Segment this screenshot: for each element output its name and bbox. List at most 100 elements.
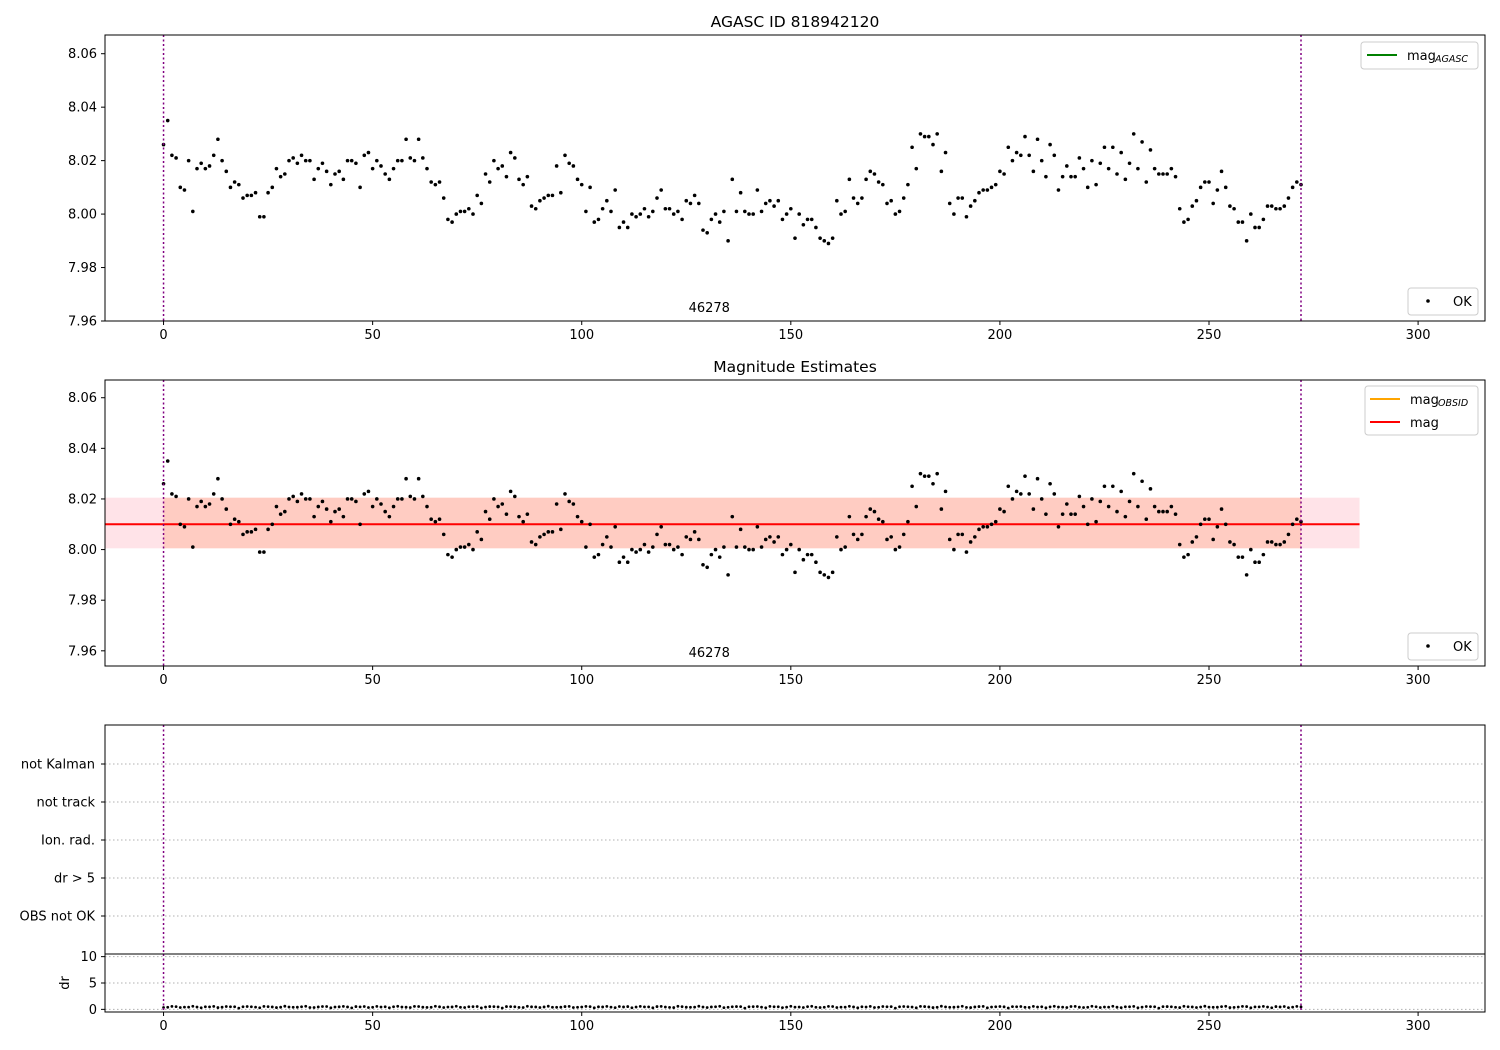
dr-point	[350, 1006, 354, 1010]
ok-point	[755, 524, 760, 529]
ok-point	[906, 519, 910, 524]
chart-title: AGASC ID 818942120	[711, 13, 880, 31]
ok-point	[224, 507, 229, 511]
ok-point	[362, 153, 367, 158]
ok-point	[232, 517, 237, 522]
dr-point	[697, 1004, 701, 1008]
ok-point	[1190, 204, 1195, 208]
ok-point	[931, 481, 935, 486]
dr-point	[852, 1005, 855, 1009]
dr-point	[789, 1004, 793, 1008]
dr-point	[421, 1005, 425, 1009]
ok-point	[717, 220, 722, 224]
ok-point	[1194, 198, 1199, 203]
dr-point	[1291, 1005, 1295, 1009]
ok-point	[563, 492, 567, 496]
dr-point	[1023, 1005, 1027, 1009]
ok-point	[337, 169, 341, 174]
ok-point	[165, 118, 170, 123]
x-tick-label: 150	[778, 328, 803, 343]
dr-point	[735, 1005, 738, 1008]
dr-point	[191, 1004, 195, 1008]
ok-point	[349, 158, 354, 163]
ok-point	[1165, 172, 1169, 176]
ok-point	[228, 522, 233, 527]
dr-point	[270, 1005, 274, 1009]
ok-point	[220, 497, 224, 501]
ok-point	[872, 172, 877, 176]
y-tick-label: 8.00	[68, 208, 97, 223]
ok-point	[341, 177, 346, 182]
dr-point	[1224, 1004, 1228, 1008]
dr-point	[718, 1004, 722, 1008]
ok-point	[642, 206, 647, 211]
ok-point	[1069, 512, 1073, 516]
dr-point	[730, 1005, 734, 1009]
ok-point	[253, 190, 258, 195]
dr-point	[442, 1006, 446, 1009]
ok-point	[747, 212, 751, 216]
dr-point	[1190, 1005, 1194, 1009]
ok-point	[370, 166, 375, 171]
dr-point	[1161, 1005, 1165, 1009]
ok-point	[207, 502, 212, 506]
ok-point	[1228, 540, 1232, 544]
ok-point	[358, 522, 362, 527]
y-tick-label: 0	[89, 1003, 97, 1018]
ok-point	[554, 164, 559, 168]
ok-point	[1073, 512, 1077, 516]
ok-point	[1127, 499, 1132, 504]
ok-point	[379, 164, 383, 168]
ok-point	[1157, 509, 1161, 514]
ok-point	[1044, 512, 1048, 516]
dr-point	[530, 1005, 533, 1009]
ok-point	[479, 201, 484, 206]
ok-point	[253, 527, 258, 532]
dr-point	[551, 1005, 554, 1009]
dr-point	[659, 1005, 663, 1008]
ok-point	[1131, 471, 1136, 476]
ok-point	[738, 190, 743, 195]
dr-point	[948, 1005, 952, 1009]
dr-point	[998, 1005, 1002, 1008]
ok-point	[546, 193, 551, 198]
ok-point	[814, 225, 818, 230]
ok-point	[1152, 504, 1157, 509]
dr-point	[781, 1006, 784, 1010]
dr-point	[1136, 1006, 1140, 1010]
dr-point	[889, 1005, 893, 1009]
ok-point	[981, 524, 985, 529]
ok-point	[354, 499, 358, 504]
ok-point	[1286, 196, 1291, 200]
flag-label: Ion. rad.	[41, 834, 95, 849]
ok-point	[981, 188, 985, 192]
legend-subscript-agasc: AGASC	[1434, 54, 1468, 65]
ok-point	[613, 524, 617, 529]
dr-point	[768, 1005, 772, 1008]
ok-point	[299, 492, 304, 496]
ok-point	[1123, 177, 1128, 182]
dr-point	[643, 1005, 646, 1009]
dr-point	[500, 1006, 504, 1010]
ok-point	[667, 542, 672, 547]
ok-point	[1198, 185, 1203, 190]
ok-point	[843, 209, 847, 214]
ok-point	[872, 509, 877, 514]
x-tick-label: 50	[364, 1019, 381, 1034]
ok-point	[462, 209, 467, 214]
dr-point	[1157, 1006, 1161, 1010]
y-tick-label: 8.06	[68, 391, 97, 406]
ok-point	[805, 217, 810, 222]
legend-subscript: OBSID	[1438, 398, 1468, 409]
ok-point	[211, 153, 216, 158]
ok-point	[751, 212, 755, 216]
ok-point	[383, 509, 387, 514]
dr-point	[429, 1005, 433, 1009]
y-tick-label: 8.02	[68, 154, 97, 169]
ok-point	[910, 484, 914, 489]
ok-point	[772, 204, 776, 208]
ok-point	[985, 188, 990, 192]
ok-point	[429, 180, 433, 184]
ok-point	[1236, 220, 1241, 224]
x-tick-label: 250	[1197, 328, 1222, 343]
